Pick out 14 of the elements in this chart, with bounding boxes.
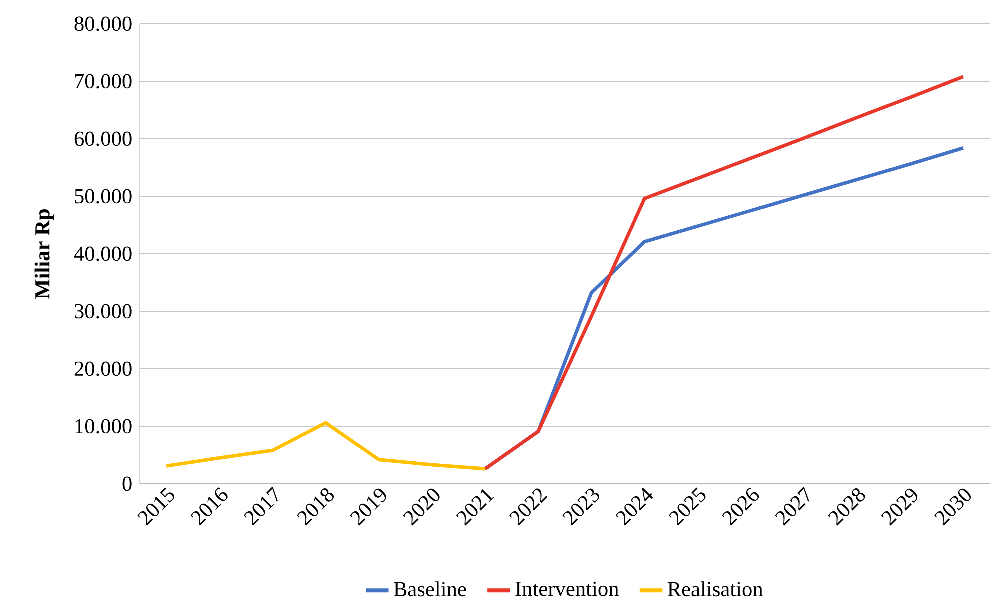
y-tick-label: 60.000	[74, 132, 132, 146]
y-axis-title: Miliar Rp	[34, 210, 54, 299]
legend-label: Baseline	[394, 582, 466, 597]
y-tick-label: 50.000	[75, 189, 132, 204]
line-series	[164, 421, 488, 471]
legend-label: Intervention	[516, 582, 619, 596]
y-tick-label: 80.000	[74, 16, 132, 32]
y-tick-label: 20.000	[74, 362, 132, 376]
y-tick-label: 10.000	[76, 419, 132, 434]
y-tick-label: 40.000	[74, 246, 132, 262]
legend-label: Realisation	[668, 582, 764, 597]
y-tick-label: 30.000	[74, 304, 132, 319]
y-tick-label: 0	[122, 476, 132, 492]
y-tick-label: 70.000	[75, 74, 132, 89]
